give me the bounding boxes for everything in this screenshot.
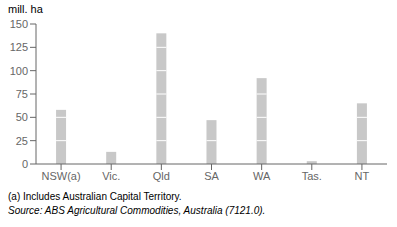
html-text:(a) Includes Australian Capita: (a) Includes Australian Capital Territor… xyxy=(8,191,182,202)
html-text:Source: ABS Agricultural Commo: Source: ABS Agricultural Commodities, Au… xyxy=(8,205,266,216)
html-text:mill. ha: mill. ha xyxy=(8,3,43,15)
svg-text:0: 0 xyxy=(22,158,28,170)
svg-text:100: 100 xyxy=(10,65,28,77)
svg-text:NT: NT xyxy=(355,170,370,182)
svg-text:50: 50 xyxy=(16,111,28,123)
svg-text:25: 25 xyxy=(16,135,28,147)
svg-text:125: 125 xyxy=(10,41,28,53)
svg-text:WA: WA xyxy=(253,170,271,182)
svg-text:Tas.: Tas. xyxy=(302,170,322,182)
svg-text:Vic.: Vic. xyxy=(102,170,120,182)
svg-text:Qld: Qld xyxy=(153,170,170,182)
svg-text:NSW(a): NSW(a) xyxy=(42,170,81,182)
svg-text:75: 75 xyxy=(16,88,28,100)
svg-text:150: 150 xyxy=(10,18,28,30)
svg-text:SA: SA xyxy=(204,170,219,182)
